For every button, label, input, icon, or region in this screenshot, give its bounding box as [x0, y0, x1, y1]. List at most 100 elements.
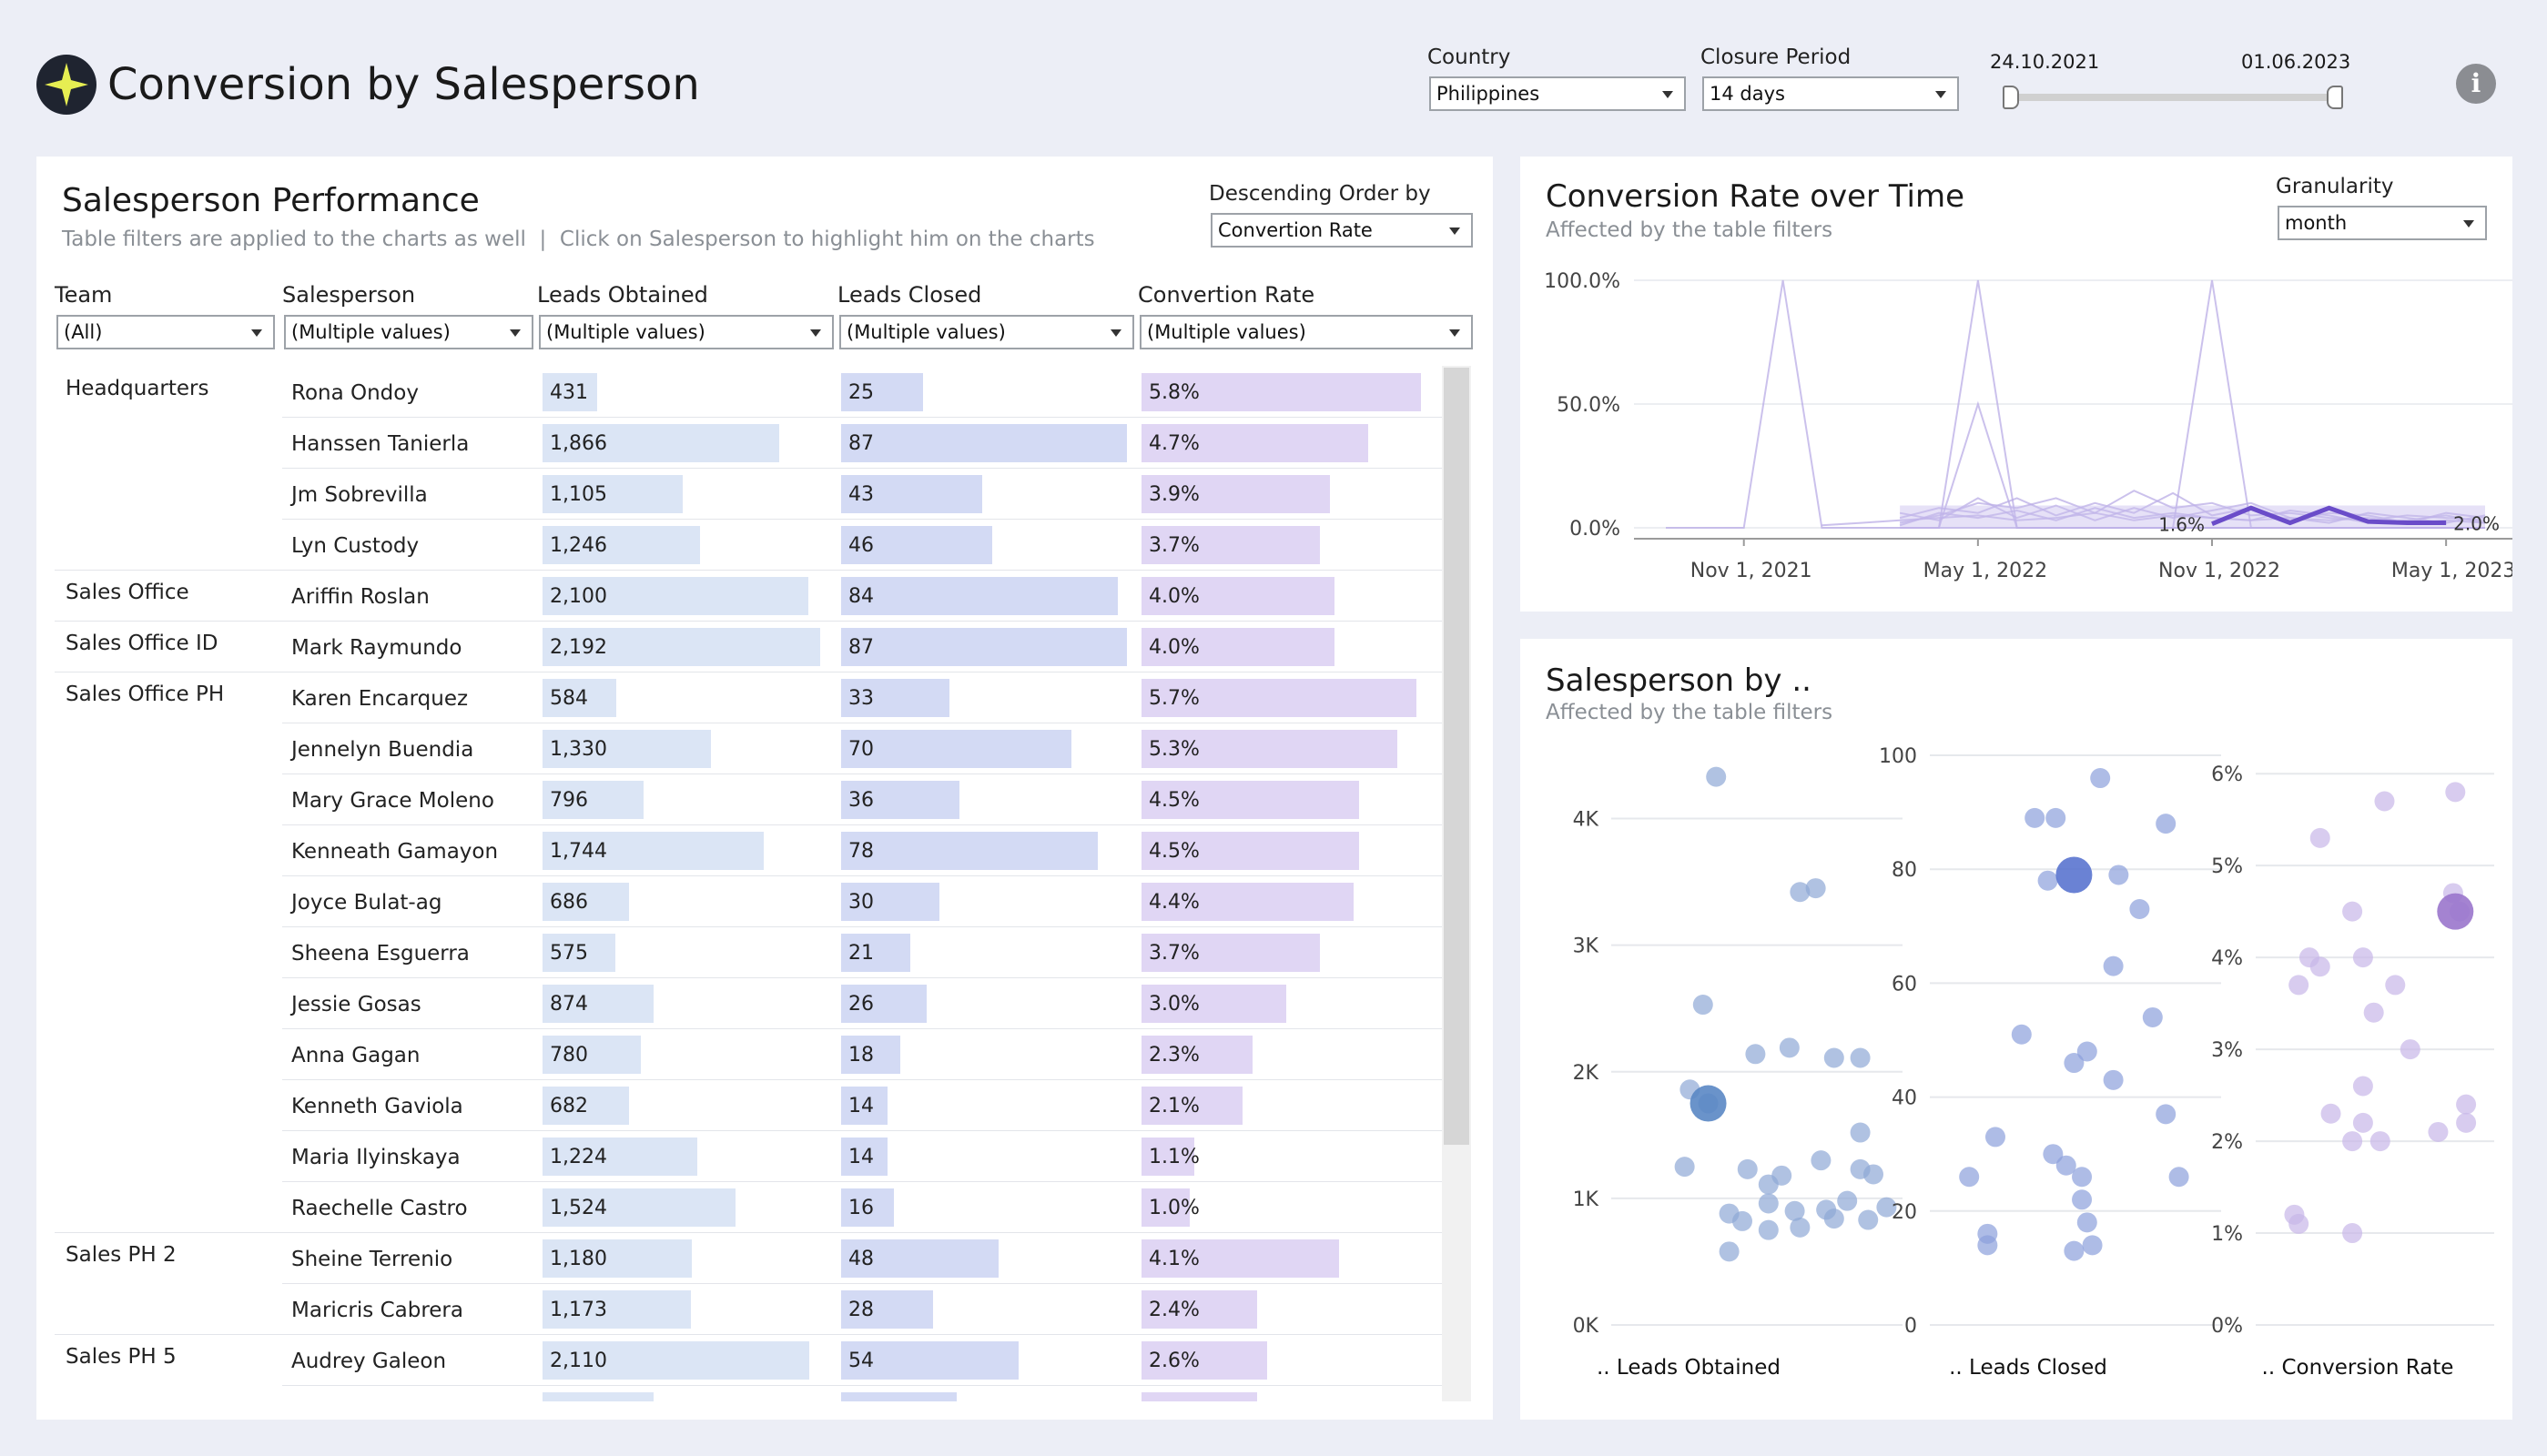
scatter-point[interactable] — [1758, 1174, 1779, 1195]
scatter-point[interactable] — [1858, 1209, 1879, 1230]
scatter-point[interactable] — [1784, 1200, 1805, 1221]
table-row[interactable]: Sheena Esguerra 575 21 3.7% — [0, 928, 1442, 979]
scatter-point[interactable] — [2288, 975, 2309, 996]
scatter-point[interactable] — [1876, 1197, 1897, 1218]
salesperson-name[interactable]: Ariffin Roslan — [291, 585, 430, 609]
table-row[interactable]: Kenneath Gamayon 1,744 78 4.5% — [0, 826, 1442, 877]
scatter-point[interactable] — [2011, 1024, 2032, 1045]
scatter-point[interactable] — [2342, 901, 2363, 922]
scatter-point[interactable] — [2072, 1167, 2093, 1188]
scatter-point[interactable] — [1850, 1122, 1871, 1143]
table-row[interactable]: Joyce Bulat-ag 686 30 4.4% — [0, 877, 1442, 928]
scatter-point[interactable] — [2363, 1002, 2384, 1023]
scatter-point[interactable] — [1805, 878, 1826, 899]
scatter-point[interactable] — [2320, 1103, 2341, 1124]
scatter-point[interactable] — [1977, 1235, 1998, 1256]
time-series-line[interactable] — [2172, 279, 2485, 529]
scatter-point[interactable] — [1758, 1193, 1779, 1214]
scatter-point[interactable] — [2456, 1112, 2477, 1133]
salesperson-name[interactable]: Rona Ondoy — [291, 381, 419, 405]
order-dropdown[interactable]: Convertion Rate — [1211, 213, 1473, 248]
scatter-point[interactable] — [2400, 1039, 2420, 1060]
table-row[interactable]: Anna Gagan 780 18 2.3% — [0, 1030, 1442, 1081]
salesperson-name[interactable]: Sheine Terrenio — [291, 1248, 453, 1271]
scatter-point[interactable] — [2309, 827, 2330, 848]
salesperson-name[interactable]: Kenneth Gaviola — [291, 1095, 463, 1118]
table-row[interactable]: Sales Office PH Karen Encarquez 584 33 5.7% — [0, 672, 1442, 724]
scatter-highlight-point[interactable] — [1690, 1085, 1727, 1122]
table-row[interactable]: Sales Office Ariffin Roslan 2,100 84 4.0% — [0, 570, 1442, 622]
scatter-point[interactable] — [2156, 814, 2177, 834]
scatter-point[interactable] — [1674, 1157, 1695, 1178]
scatter-point[interactable] — [2076, 1212, 2097, 1233]
scatter-point[interactable] — [1811, 1150, 1832, 1171]
scatter-point[interactable] — [1732, 1210, 1752, 1231]
scatter-point[interactable] — [2168, 1167, 2189, 1188]
scatter-point[interactable] — [2045, 807, 2066, 828]
table-row[interactable]: Mary Grace Moleno 796 36 4.5% — [0, 775, 1442, 826]
date-range-start-handle[interactable] — [2003, 86, 2019, 109]
scatter-point[interactable] — [2103, 956, 2124, 976]
table-row[interactable]: Kenneth Gaviola 682 14 2.1% — [0, 1081, 1442, 1132]
scatter-point[interactable] — [2076, 1041, 2097, 1062]
table-row[interactable]: Sales PH 5 Audrey Galeon 2,110 54 2.6% — [0, 1334, 1442, 1387]
salesperson-name[interactable]: Jessie Gosas — [291, 993, 421, 1016]
table-row[interactable]: Sales PH 2 Sheine Terrenio 1,180 48 4.1% — [0, 1232, 1442, 1285]
salesperson-name[interactable]: Anna Gagan — [291, 1044, 421, 1067]
scatter-point[interactable] — [1706, 766, 1727, 787]
salesperson-name[interactable]: Maricris Cabrera — [291, 1299, 463, 1322]
table-row[interactable]: Headquarters Rona Ondoy 431 25 5.8% — [0, 368, 1442, 419]
scatter-point[interactable] — [1779, 1037, 1800, 1058]
salesperson-name[interactable]: Kenneath Gamayon — [291, 840, 499, 864]
scatter-point[interactable] — [2055, 1155, 2076, 1176]
time-series-line[interactable] — [1899, 491, 2486, 524]
salesperson-filter-dropdown[interactable]: (Multiple values) — [284, 315, 533, 349]
salesperson-name[interactable]: Raechelle Castro — [291, 1197, 468, 1220]
scatter-point[interactable] — [1850, 1047, 1871, 1068]
team-filter-dropdown[interactable]: (All) — [56, 315, 275, 349]
salesperson-name[interactable]: Audrey Galeon — [291, 1350, 447, 1373]
leads-closed-filter-dropdown[interactable]: (Multiple values) — [839, 315, 1134, 349]
leads-obtained-filter-dropdown[interactable]: (Multiple values) — [539, 315, 834, 349]
table-row[interactable]: Lyn Custody 1,246 46 3.7% — [0, 521, 1442, 571]
salesperson-name[interactable]: Joyce Bulat-ag — [291, 891, 442, 915]
table-row[interactable]: Hanssen Tanierla 1,866 87 4.7% — [0, 419, 1442, 470]
scatter-point[interactable] — [2445, 782, 2466, 803]
scatter-point[interactable] — [2072, 1189, 2093, 1210]
salesperson-name[interactable]: Jm Sobrevilla — [291, 483, 428, 507]
table-row[interactable]: Jessie Gosas 874 26 3.0% — [0, 979, 1442, 1030]
scatter-point[interactable] — [2043, 1144, 2064, 1165]
time-series-line[interactable] — [1899, 497, 2486, 524]
time-series-line[interactable] — [1821, 511, 2486, 527]
scatter-point[interactable] — [2309, 956, 2330, 977]
scatter-point[interactable] — [2024, 807, 2045, 828]
scatter-point[interactable] — [1719, 1241, 1740, 1262]
scatter-point[interactable] — [2156, 1104, 2177, 1125]
scatter-point[interactable] — [2369, 1131, 2390, 1152]
scatter-point[interactable] — [1863, 1164, 1883, 1185]
scatter-highlight-point[interactable] — [2437, 893, 2474, 930]
scatter-point[interactable] — [1790, 882, 1811, 903]
scatter-point[interactable] — [2108, 864, 2129, 885]
scatter-point[interactable] — [1823, 1047, 1844, 1068]
salesperson-name[interactable]: Lyn Custody — [291, 534, 420, 558]
table-row[interactable]: Maricris Cabrera 1,173 28 2.4% — [0, 1285, 1442, 1336]
info-icon[interactable]: i — [2456, 64, 2496, 104]
scatter-point[interactable] — [1758, 1219, 1779, 1240]
scatter-point[interactable] — [2142, 1006, 2163, 1027]
salesperson-name[interactable]: Karen Encarquez — [291, 687, 469, 711]
salesperson-name[interactable]: Hanssen Tanierla — [291, 432, 470, 456]
scatter-point[interactable] — [1823, 1208, 1844, 1229]
conversion-rate-filter-dropdown[interactable]: (Multiple values) — [1140, 315, 1473, 349]
scatter-point[interactable] — [2342, 1223, 2363, 1244]
scatter-point[interactable] — [2456, 1094, 2477, 1115]
scatter-point[interactable] — [1959, 1167, 1980, 1188]
scatter-point[interactable] — [2385, 975, 2406, 996]
granularity-dropdown[interactable]: month — [2278, 206, 2487, 240]
table-row[interactable]: Jm Sobrevilla 1,105 43 3.9% — [0, 470, 1442, 521]
table-row[interactable]: Sales Office ID Mark Raymundo 2,192 87 4.0% — [0, 621, 1442, 673]
scatter-point[interactable] — [2428, 1121, 2449, 1142]
scatter-point[interactable] — [2103, 1069, 2124, 1090]
salesperson-name[interactable]: Mark Raymundo — [291, 636, 462, 660]
scatter-point[interactable] — [2090, 768, 2111, 789]
